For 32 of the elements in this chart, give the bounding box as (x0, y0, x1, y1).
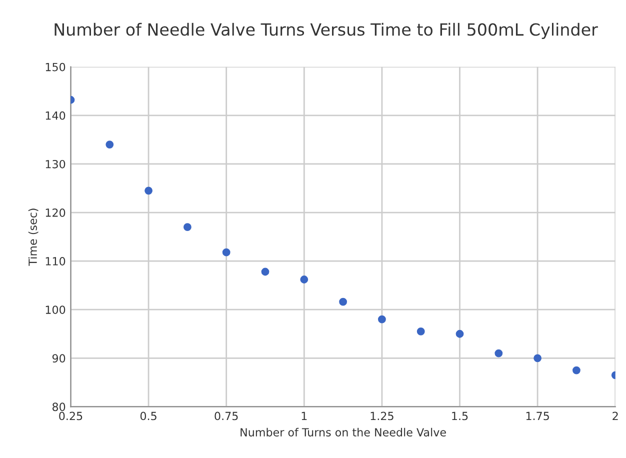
x-tick-label: 0.25 (59, 412, 82, 420)
point (416, 328, 425, 336)
x-tick-label: 1.75 (526, 412, 549, 420)
x-tick-label: 1.25 (370, 412, 394, 420)
point (339, 298, 347, 306)
y-tick-label: 140 (46, 111, 66, 120)
x-tick-label: 1.5 (452, 412, 468, 420)
point (144, 186, 152, 195)
point (494, 349, 503, 358)
point (222, 248, 230, 256)
x-tick-label: 2 (612, 412, 618, 420)
y-tick-label: 120 (46, 208, 66, 217)
y-tick-label: 110 (46, 257, 66, 266)
x-axis-title: Number of Turns on the Needle Valve (240, 428, 446, 436)
x-tick-label: 1 (302, 412, 307, 420)
point (456, 330, 464, 338)
y-tick-label: 100 (46, 306, 66, 314)
x-tick-label: 0.75 (214, 412, 238, 420)
point (183, 223, 192, 232)
y-axis-title: Time (sec) (28, 208, 38, 266)
y-tick-label: 130 (46, 160, 66, 168)
point (106, 140, 114, 148)
y-tick-label: 90 (52, 354, 66, 363)
point (261, 268, 270, 276)
y-tick-label: 80 (52, 402, 66, 412)
point (534, 354, 542, 362)
y-tick-label: 150 (46, 62, 66, 72)
point (378, 315, 386, 324)
chart-title: Number of Needle Valve Turns Versus Time to Fill 500mL Cylinder (54, 22, 598, 40)
point (572, 366, 580, 374)
x-tick-label: 0.5 (140, 412, 156, 420)
point (300, 276, 308, 284)
